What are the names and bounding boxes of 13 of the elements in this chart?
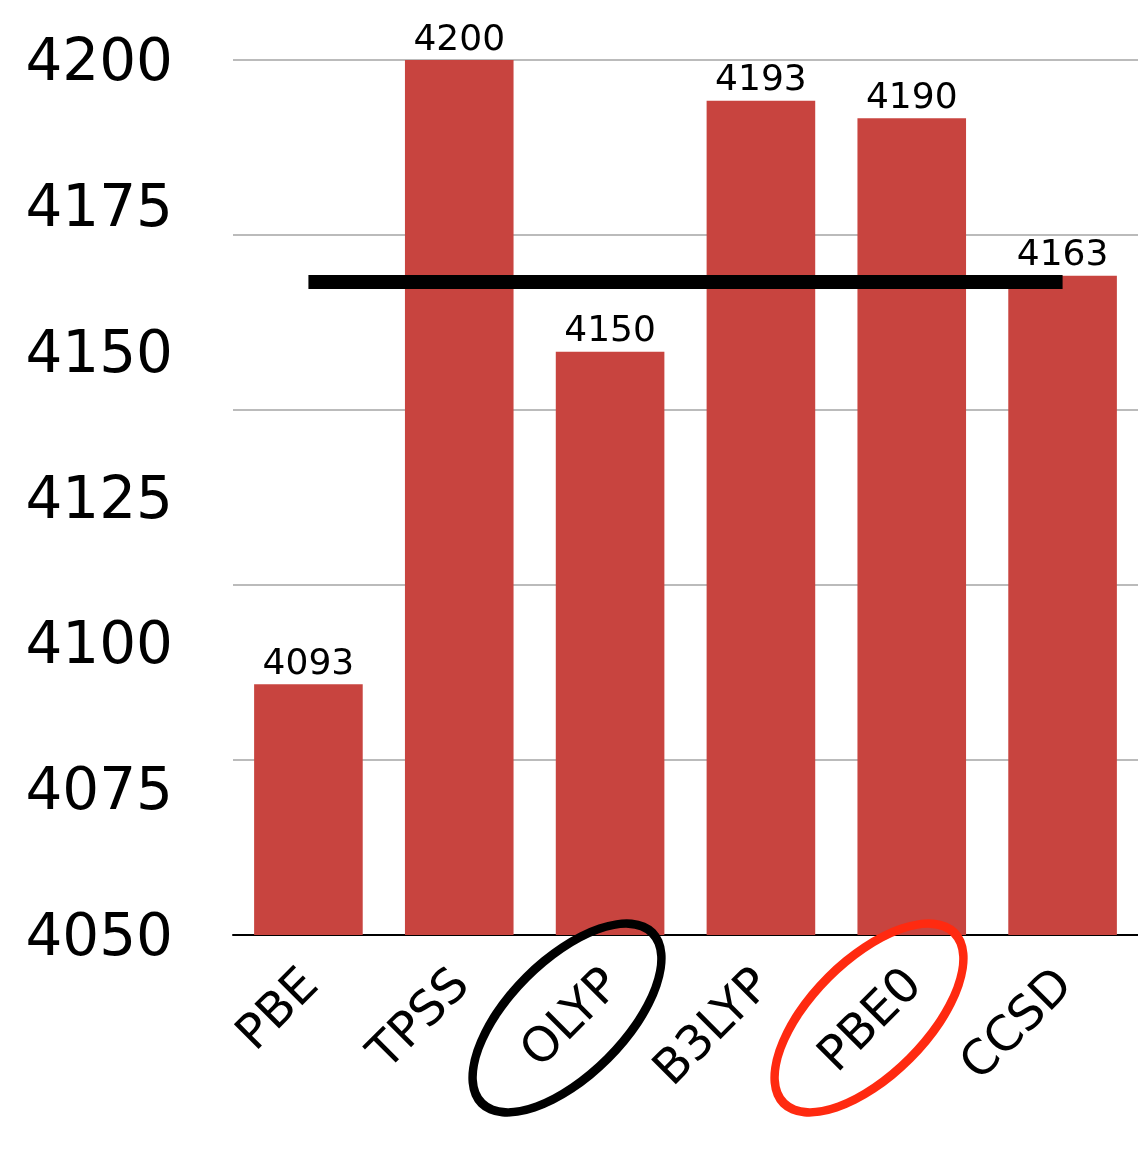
y-tick-label: 4125 bbox=[25, 463, 173, 532]
y-tick-label: 4050 bbox=[25, 901, 173, 969]
data-label: 4093 bbox=[262, 640, 355, 682]
data-label: 4193 bbox=[715, 57, 807, 99]
y-tick-label: 4100 bbox=[25, 609, 173, 678]
data-label: 4163 bbox=[1016, 232, 1109, 274]
y-tick-label: 4075 bbox=[25, 755, 173, 824]
data-label: 4190 bbox=[865, 74, 958, 116]
data-label: 4200 bbox=[413, 16, 506, 58]
y-tick-label: 4200 bbox=[25, 26, 173, 94]
y-tick-label: 4150 bbox=[25, 317, 173, 386]
data-label: 4150 bbox=[564, 308, 656, 350]
y-tick-label: 4175 bbox=[25, 171, 173, 240]
